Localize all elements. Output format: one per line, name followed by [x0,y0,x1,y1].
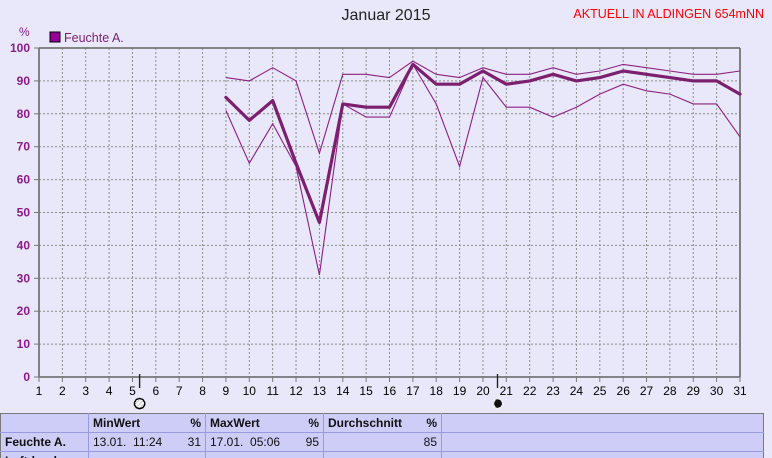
svg-text:0: 0 [23,370,30,384]
svg-text:90: 90 [17,74,31,88]
svg-text:8: 8 [199,384,206,398]
svg-text:17: 17 [406,384,420,398]
svg-text:12: 12 [289,384,303,398]
svg-text:13: 13 [313,384,327,398]
svg-text:22: 22 [523,384,537,398]
svg-text:24: 24 [570,384,584,398]
svg-text:18: 18 [430,384,444,398]
svg-text:2: 2 [59,384,66,398]
svg-text:80: 80 [17,107,31,121]
svg-text:Feuchte A.: Feuchte A. [64,31,124,45]
svg-text:10: 10 [243,384,257,398]
svg-text:70: 70 [17,140,31,154]
svg-text:3: 3 [82,384,89,398]
svg-text:20: 20 [476,384,490,398]
svg-text:19: 19 [453,384,467,398]
svg-text:40: 40 [17,238,31,252]
svg-text:23: 23 [546,384,560,398]
svg-text:29: 29 [687,384,701,398]
svg-text:20: 20 [17,304,31,318]
svg-text:30: 30 [710,384,724,398]
svg-text:4: 4 [106,384,113,398]
svg-text:7: 7 [176,384,183,398]
svg-text:9: 9 [223,384,230,398]
svg-text:100: 100 [10,41,30,55]
svg-text:31: 31 [733,384,747,398]
svg-text:30: 30 [17,271,31,285]
svg-text:6: 6 [152,384,159,398]
svg-text:14: 14 [336,384,350,398]
svg-text:16: 16 [383,384,397,398]
svg-text:11: 11 [266,384,279,398]
svg-text:60: 60 [17,173,31,187]
svg-text:21: 21 [500,384,514,398]
svg-text:%: % [19,25,30,39]
svg-text:AKTUELL IN ALDINGEN 654mNN: AKTUELL IN ALDINGEN 654mNN [573,7,764,21]
svg-text:26: 26 [617,384,631,398]
svg-text:25: 25 [593,384,607,398]
svg-text:27: 27 [640,384,654,398]
svg-text:50: 50 [17,206,31,220]
svg-text:5: 5 [129,384,136,398]
svg-text:15: 15 [359,384,373,398]
svg-text:28: 28 [663,384,677,398]
svg-text:Januar 2015: Januar 2015 [342,7,431,24]
svg-text:1: 1 [36,384,43,398]
svg-text:10: 10 [17,337,31,351]
